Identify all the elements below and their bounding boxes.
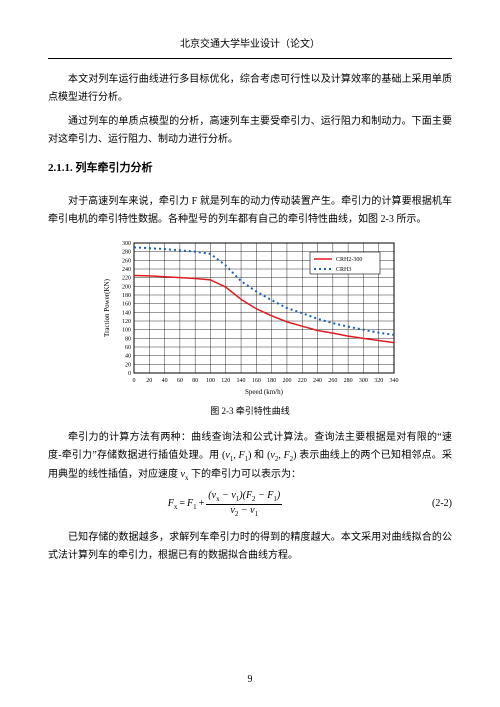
svg-text:140: 140 [122,310,131,316]
svg-text:140: 140 [237,378,246,384]
svg-text:180: 180 [122,293,131,299]
svg-text:340: 340 [390,378,399,384]
svg-text:200: 200 [282,378,291,384]
p4-text-d: 下的牵引力可以表示为： [188,469,301,480]
page-header-title: 北京交通大学毕业设计（论文） [48,36,452,54]
svg-text:280: 280 [344,378,353,384]
svg-text:80: 80 [192,378,198,384]
svg-text:CRH3: CRH3 [336,267,351,273]
inline-F1: F1 [239,450,249,461]
chart-svg: 0204060801001201401601802002202402602803… [100,237,400,397]
inline-F2: F2 [284,450,294,461]
svg-text:260: 260 [122,258,131,264]
svg-text:60: 60 [125,345,131,351]
header-rule [48,58,452,59]
svg-text:160: 160 [122,301,131,307]
svg-text:CRH2-300: CRH2-300 [336,257,362,263]
svg-text:300: 300 [359,378,368,384]
svg-text:100: 100 [206,378,215,384]
equation-number: (2-2) [402,495,452,513]
paragraph-5: 已知存储的数据越多，求解列车牵引力时的得到的精度越大。本文采用对曲线拟合的公式法… [48,529,452,565]
svg-text:240: 240 [313,378,322,384]
svg-text:Speed (km/h): Speed (km/h) [245,388,284,396]
paragraph-4: 牵引力的计算方法有两种：曲线查询法和公式计算法。查询法主要根据是对有限的“速度-… [48,429,452,484]
paragraph-1: 本文对列车运行曲线进行多目标优化，综合考虑可行性以及计算效率的基础上采用单质点模… [48,71,452,107]
svg-text:20: 20 [125,362,131,368]
svg-text:0: 0 [128,371,131,377]
svg-text:20: 20 [146,378,152,384]
svg-text:180: 180 [267,378,276,384]
svg-text:240: 240 [122,267,131,273]
paragraph-2: 通过列车的单质点模型的分析，高速列车主要受牵引力、运行阻力和制动力。下面主要对这… [48,113,452,149]
equation-body: Fx = F1 + (vx − v1)(F2 − F1) v2 − v1 [168,490,282,518]
p4-text-b: ) 和 ( [248,450,270,461]
svg-text:40: 40 [162,378,168,384]
svg-text:200: 200 [122,284,131,290]
section-heading: 2.1.1. 列车牵引力分析 [48,159,452,179]
paragraph-3: 对于高速列车来说，牵引力 F 就是列车的动力传动装置产生。牵引力的计算要根据机车… [48,193,452,229]
svg-text:0: 0 [133,378,136,384]
inline-v2: v2 [270,450,278,461]
svg-text:60: 60 [177,378,183,384]
svg-text:280: 280 [122,249,131,255]
page-number: 9 [0,671,500,689]
svg-text:Traction Power(KN): Traction Power(KN) [103,278,111,337]
equation-2-2: Fx = F1 + (vx − v1)(F2 − F1) v2 − v1 (2-… [48,490,452,518]
inline-v1: v1 [225,450,233,461]
svg-text:220: 220 [298,378,307,384]
svg-text:40: 40 [125,353,131,359]
svg-text:300: 300 [122,241,131,247]
svg-text:80: 80 [125,336,131,342]
svg-text:320: 320 [374,378,383,384]
svg-text:260: 260 [328,378,337,384]
svg-text:220: 220 [122,275,131,281]
svg-text:160: 160 [252,378,261,384]
svg-text:120: 120 [122,319,131,325]
chart-caption: 图 2-3 牵引特性曲线 [48,403,452,419]
svg-text:100: 100 [122,327,131,333]
svg-text:120: 120 [221,378,230,384]
traction-chart: 0204060801001201401601802002202402602803… [48,237,452,397]
